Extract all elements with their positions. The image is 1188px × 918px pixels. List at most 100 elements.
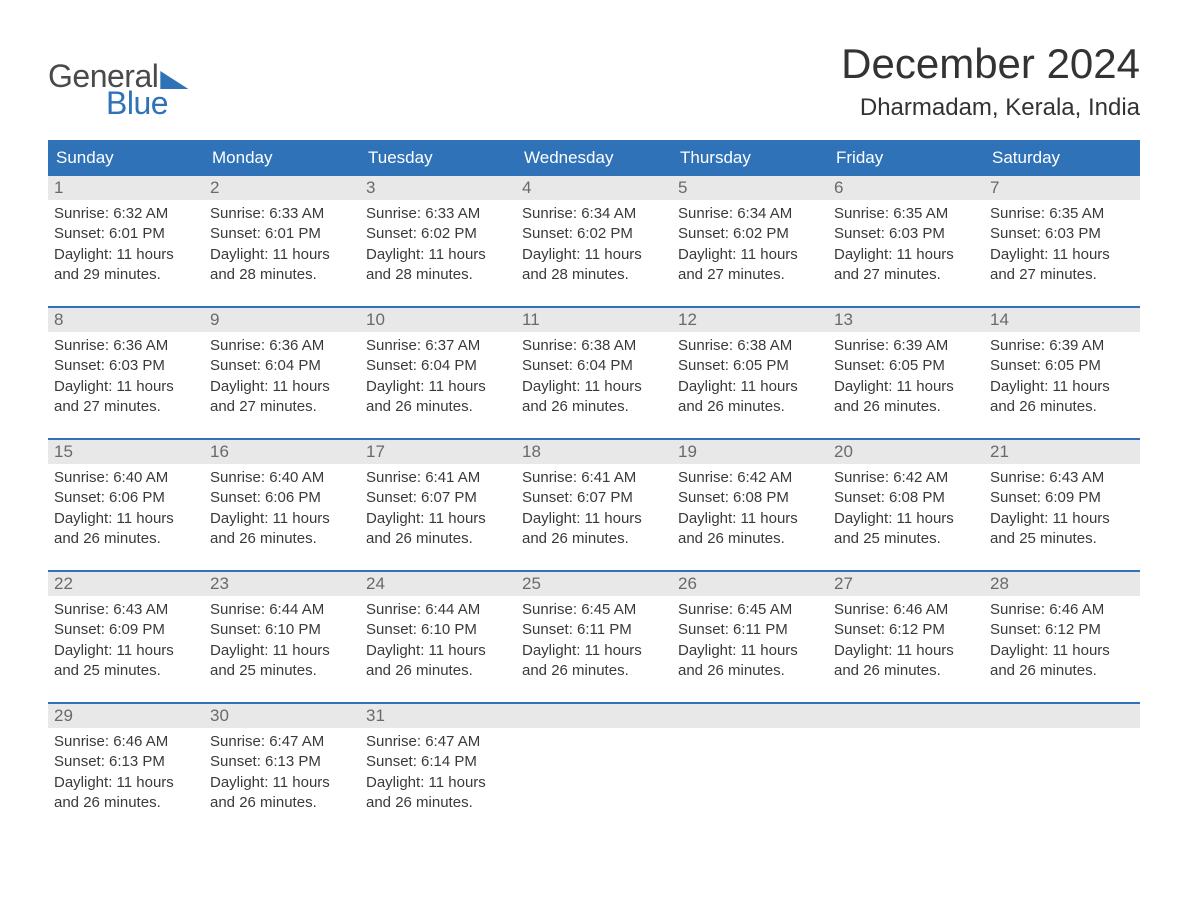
logo-flag-icon <box>160 71 188 89</box>
day-number: 16 <box>210 442 229 461</box>
weekday-header: Monday <box>204 140 360 176</box>
daylight-line-2: and 26 minutes. <box>366 793 510 813</box>
calendar-week: 8 Sunrise: 6:36 AMSunset: 6:03 PMDaylight… <box>48 306 1140 436</box>
weekday-header: Saturday <box>984 140 1140 176</box>
day-number: 2 <box>210 178 219 197</box>
sunrise-line: Sunrise: 6:36 AM <box>210 336 354 356</box>
sunset-line: Sunset: 6:11 PM <box>522 620 666 640</box>
daylight-line-2: and 26 minutes. <box>678 529 822 549</box>
sunrise-line: Sunrise: 6:32 AM <box>54 204 198 224</box>
calendar-week: 15Sunrise: 6:40 AMSunset: 6:06 PMDayligh… <box>48 438 1140 568</box>
day-body: Sunrise: 6:41 AMSunset: 6:07 PMDaylight:… <box>516 464 672 549</box>
sunset-line: Sunset: 6:05 PM <box>678 356 822 376</box>
day-body: Sunrise: 6:46 AMSunset: 6:13 PMDaylight:… <box>48 728 204 813</box>
calendar-day: 20Sunrise: 6:42 AMSunset: 6:08 PMDayligh… <box>828 440 984 568</box>
day-number: 8 <box>54 310 63 329</box>
day-number-row: 3 <box>360 176 516 200</box>
day-number-row: 30 <box>204 704 360 728</box>
title-block: December 2024 Dharmadam, Kerala, India <box>841 40 1140 122</box>
daylight-line-1: Daylight: 11 hours <box>834 377 978 397</box>
sunset-line: Sunset: 6:04 PM <box>210 356 354 376</box>
day-number-row: 14 <box>984 308 1140 332</box>
daylight-line-1: Daylight: 11 hours <box>210 245 354 265</box>
daylight-line-2: and 27 minutes. <box>678 265 822 285</box>
sunrise-line: Sunrise: 6:42 AM <box>678 468 822 488</box>
daylight-line-1: Daylight: 11 hours <box>210 377 354 397</box>
sunrise-line: Sunrise: 6:36 AM <box>54 336 198 356</box>
calendar-day: 15 Sunrise: 6:40 AMSunset: 6:06 PMDayligh… <box>48 440 204 568</box>
calendar-day: 25Sunrise: 6:45 AMSunset: 6:11 PMDayligh… <box>516 572 672 700</box>
day-number: 1 <box>54 178 63 197</box>
day-body: Sunrise: 6:36 AMSunset: 6:03 PMDaylight:… <box>48 332 204 417</box>
daylight-line-1: Daylight: 11 hours <box>366 377 510 397</box>
calendar-day: 27Sunrise: 6:46 AMSunset: 6:12 PMDayligh… <box>828 572 984 700</box>
calendar-day: 22Sunrise: 6:43 AMSunset: 6:09 PMDayligh… <box>48 572 204 700</box>
day-body: Sunrise: 6:38 AMSunset: 6:05 PMDaylight:… <box>672 332 828 417</box>
sunrise-line: Sunrise: 6:45 AM <box>678 600 822 620</box>
calendar-weeks: 1 Sunrise: 6:32 AMSunset: 6:01 PM Daylight… <box>48 176 1140 832</box>
day-number-row: 10 <box>360 308 516 332</box>
daylight-line-1: Daylight: 11 hours <box>210 641 354 661</box>
day-number: 20 <box>834 442 853 461</box>
daylight-line-2: and 28 minutes. <box>522 265 666 285</box>
calendar-day: 17Sunrise: 6:41 AMSunset: 6:07 PMDayligh… <box>360 440 516 568</box>
sunrise-line: Sunrise: 6:40 AM <box>210 468 354 488</box>
sunrise-line: Sunrise: 6:46 AM <box>990 600 1134 620</box>
day-number-row: 6 <box>828 176 984 200</box>
daylight-line-2: and 29 minutes. <box>54 265 198 285</box>
daylight-line-1: Daylight: 11 hours <box>834 641 978 661</box>
location-subtitle: Dharmadam, Kerala, India <box>841 94 1140 122</box>
day-number: 13 <box>834 310 853 329</box>
day-body: Sunrise: 6:42 AMSunset: 6:08 PMDaylight:… <box>672 464 828 549</box>
daylight-line-1: Daylight: 11 hours <box>522 509 666 529</box>
sunset-line: Sunset: 6:02 PM <box>678 224 822 244</box>
logo-text-blue: Blue <box>106 85 188 122</box>
calendar-day: 26Sunrise: 6:45 AMSunset: 6:11 PMDayligh… <box>672 572 828 700</box>
calendar-day: 0 <box>984 704 1140 832</box>
day-number-row: 2 <box>204 176 360 200</box>
day-number-row: 28 <box>984 572 1140 596</box>
sunrise-line: Sunrise: 6:42 AM <box>834 468 978 488</box>
day-body: Sunrise: 6:38 AMSunset: 6:04 PMDaylight:… <box>516 332 672 417</box>
day-body: Sunrise: 6:33 AMSunset: 6:02 PMDaylight:… <box>360 200 516 285</box>
daylight-line-1: Daylight: 11 hours <box>210 773 354 793</box>
sunset-line: Sunset: 6:05 PM <box>834 356 978 376</box>
page-title: December 2024 <box>841 40 1140 88</box>
daylight-line-2: and 27 minutes. <box>990 265 1134 285</box>
day-body: Sunrise: 6:47 AMSunset: 6:13 PMDaylight:… <box>204 728 360 813</box>
day-number-row: 0 <box>984 704 1140 728</box>
daylight-line-1: Daylight: 11 hours <box>54 641 198 661</box>
daylight-line-2: and 26 minutes. <box>522 529 666 549</box>
sunrise-line: Sunrise: 6:43 AM <box>990 468 1134 488</box>
weekday-header: Thursday <box>672 140 828 176</box>
day-number-row: 31 <box>360 704 516 728</box>
sunrise-line: Sunrise: 6:40 AM <box>54 468 198 488</box>
day-number-row: 15 <box>48 440 204 464</box>
day-number-row: 7 <box>984 176 1140 200</box>
sunset-line: Sunset: 6:03 PM <box>834 224 978 244</box>
daylight-line-2: and 26 minutes. <box>210 793 354 813</box>
day-body: Sunrise: 6:39 AMSunset: 6:05 PMDaylight:… <box>828 332 984 417</box>
sunrise-line: Sunrise: 6:34 AM <box>678 204 822 224</box>
day-body: Sunrise: 6:46 AMSunset: 6:12 PMDaylight:… <box>984 596 1140 681</box>
calendar-day: 8 Sunrise: 6:36 AMSunset: 6:03 PMDaylight… <box>48 308 204 436</box>
day-number-row: 18 <box>516 440 672 464</box>
daylight-line-2: and 26 minutes. <box>678 661 822 681</box>
daylight-line-1: Daylight: 11 hours <box>990 509 1134 529</box>
calendar-day: 3Sunrise: 6:33 AMSunset: 6:02 PMDaylight… <box>360 176 516 304</box>
day-number: 17 <box>366 442 385 461</box>
sunrise-line: Sunrise: 6:39 AM <box>834 336 978 356</box>
calendar-day: 0 <box>828 704 984 832</box>
day-body: Sunrise: 6:44 AMSunset: 6:10 PMDaylight:… <box>204 596 360 681</box>
sunset-line: Sunset: 6:06 PM <box>54 488 198 508</box>
calendar-day: 24Sunrise: 6:44 AMSunset: 6:10 PMDayligh… <box>360 572 516 700</box>
daylight-line-1: Daylight: 11 hours <box>54 509 198 529</box>
daylight-line-1: Daylight: 11 hours <box>678 641 822 661</box>
day-number-row: 0 <box>672 704 828 728</box>
day-number-row: 29 <box>48 704 204 728</box>
day-number-row: 25 <box>516 572 672 596</box>
sunrise-line: Sunrise: 6:47 AM <box>210 732 354 752</box>
sunset-line: Sunset: 6:01 PM <box>54 224 198 244</box>
day-body: Sunrise: 6:35 AMSunset: 6:03 PMDaylight:… <box>828 200 984 285</box>
daylight-line-1: Daylight: 11 hours <box>366 641 510 661</box>
